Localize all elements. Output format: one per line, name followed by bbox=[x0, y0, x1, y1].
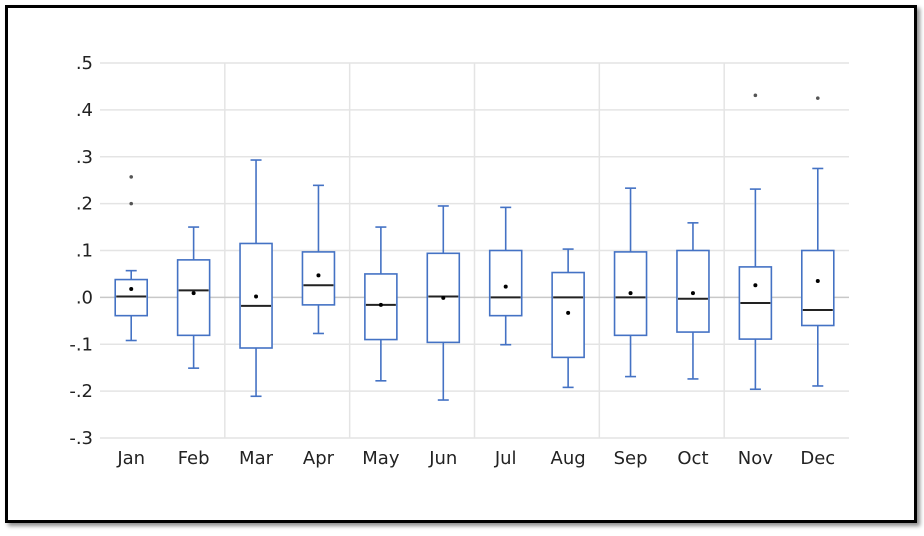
y-tick-label: .1 bbox=[76, 241, 93, 262]
mean-marker bbox=[753, 283, 758, 288]
y-tick-label: .0 bbox=[76, 287, 93, 308]
mean-marker bbox=[690, 291, 695, 296]
outlier-point bbox=[129, 201, 134, 206]
y-tick-label: .5 bbox=[76, 53, 93, 74]
mean-marker bbox=[441, 295, 446, 300]
y-tick-label: .3 bbox=[76, 147, 93, 168]
box-jul bbox=[488, 206, 523, 346]
x-category-label: Mar bbox=[239, 448, 274, 469]
y-tick-label: -.3 bbox=[69, 428, 93, 449]
x-category-label: Aug bbox=[551, 448, 586, 469]
mean-marker bbox=[254, 294, 259, 299]
box-mar bbox=[239, 159, 273, 398]
chart-frame bbox=[5, 5, 917, 523]
y-tick-label: -.2 bbox=[69, 381, 93, 402]
box-may bbox=[364, 226, 398, 382]
mean-marker bbox=[129, 286, 134, 291]
box-jun bbox=[426, 205, 461, 401]
x-category-label: Jan bbox=[116, 448, 145, 469]
box-iqr bbox=[551, 271, 585, 359]
box-iqr bbox=[301, 251, 336, 306]
outlier-point bbox=[753, 93, 758, 98]
y-tick-label: .4 bbox=[76, 100, 93, 121]
box-aug bbox=[551, 248, 585, 389]
box-oct bbox=[676, 222, 710, 380]
x-category-label: May bbox=[362, 448, 400, 469]
mean-marker bbox=[566, 310, 571, 315]
box-feb bbox=[176, 226, 211, 369]
y-tick-label: .2 bbox=[76, 194, 93, 215]
mean-marker bbox=[191, 291, 196, 296]
x-category-label: Jun bbox=[428, 448, 457, 469]
box-nov bbox=[738, 93, 773, 391]
outlier-point bbox=[815, 96, 820, 100]
box-iqr bbox=[800, 249, 835, 327]
mean-marker bbox=[503, 284, 508, 289]
x-category-label: Oct bbox=[677, 448, 708, 469]
box-sep bbox=[613, 187, 648, 378]
box-iqr bbox=[114, 278, 149, 317]
y-tick-label: -.1 bbox=[69, 334, 93, 355]
mean-marker bbox=[378, 302, 383, 307]
mean-marker bbox=[815, 278, 820, 283]
box-apr bbox=[301, 184, 336, 335]
box-iqr bbox=[488, 249, 523, 317]
box-dec bbox=[800, 96, 835, 387]
outlier-point bbox=[129, 175, 134, 179]
mean-marker bbox=[316, 273, 321, 278]
x-category-label: Apr bbox=[303, 448, 335, 469]
x-category-label: Dec bbox=[800, 448, 835, 469]
box-iqr bbox=[676, 249, 710, 333]
x-category-label: Sep bbox=[614, 448, 648, 469]
box-iqr bbox=[176, 259, 211, 337]
x-category-label: Feb bbox=[178, 448, 210, 469]
x-category-label: Nov bbox=[738, 448, 773, 469]
box-jan bbox=[114, 175, 149, 342]
mean-marker bbox=[628, 291, 633, 296]
x-category-label: Jul bbox=[494, 448, 517, 469]
